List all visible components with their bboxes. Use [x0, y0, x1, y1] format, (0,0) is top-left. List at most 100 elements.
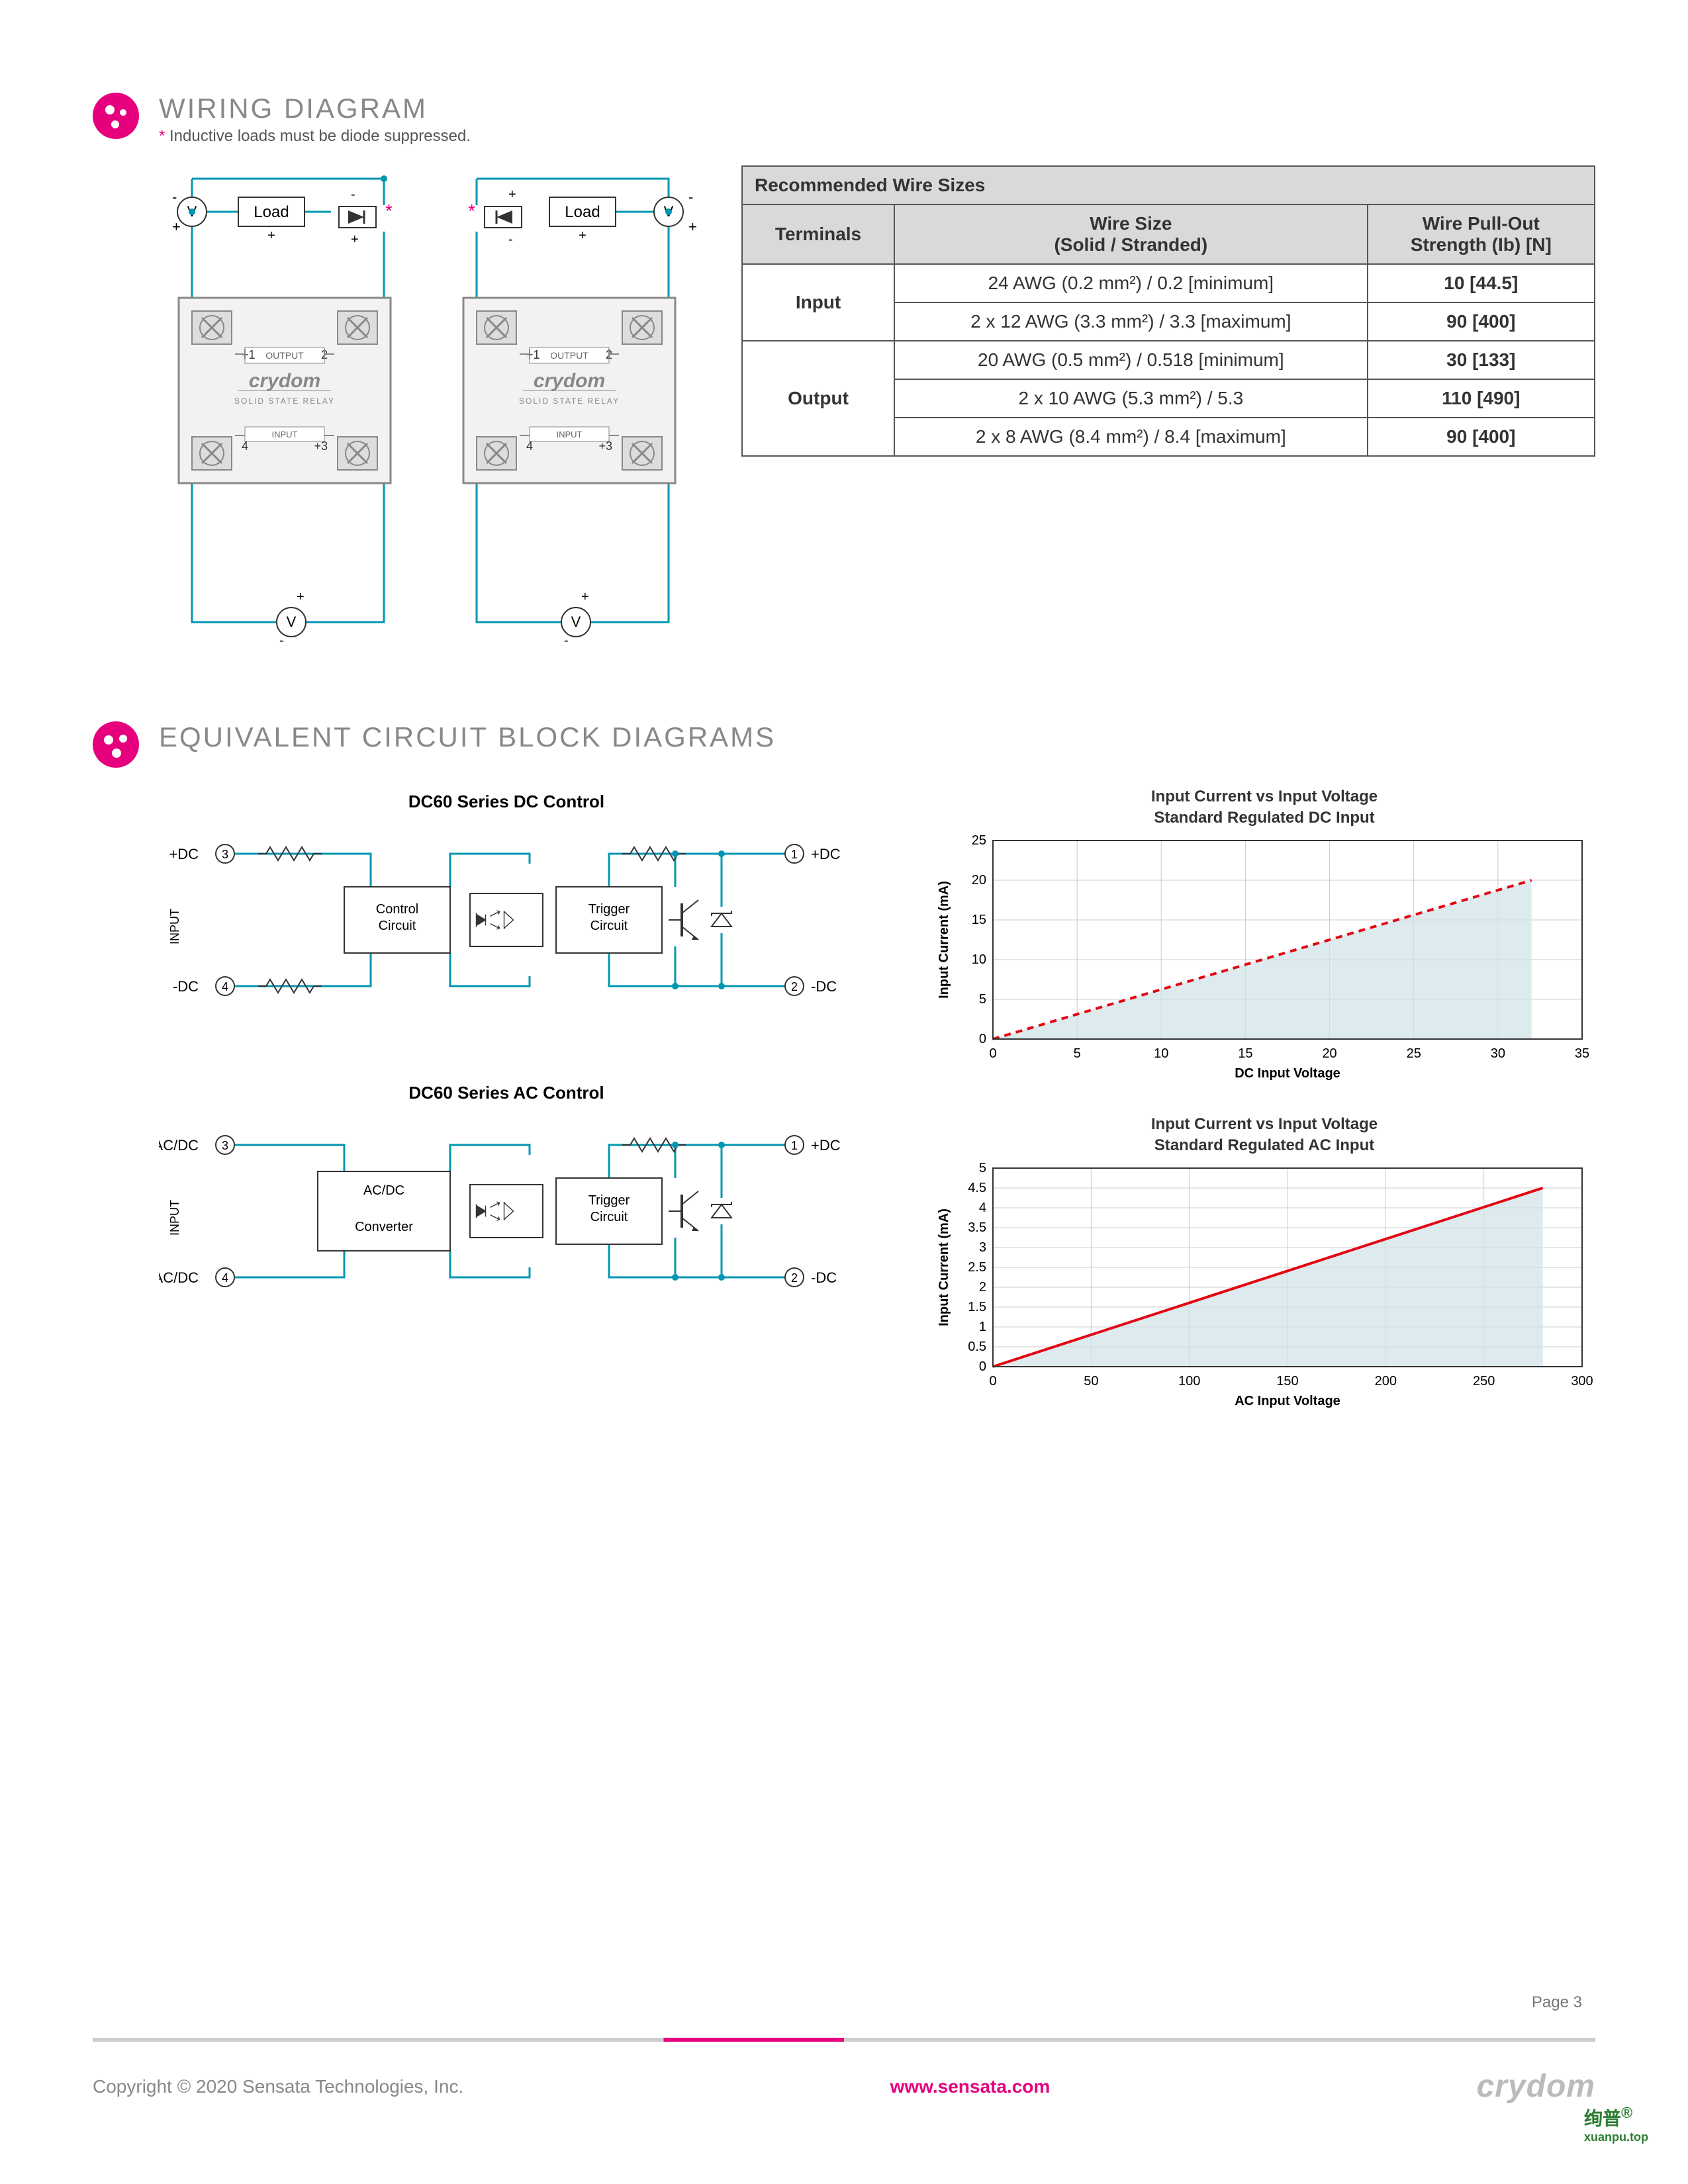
dots-icon: [93, 93, 139, 139]
section-title: EQUIVALENT CIRCUIT BLOCK DIAGRAMS: [159, 721, 776, 753]
svg-text:-: -: [279, 633, 284, 642]
svg-text:300: 300: [1571, 1374, 1593, 1388]
svg-text:5: 5: [1074, 1046, 1081, 1061]
svg-text:150: 150: [1276, 1374, 1298, 1388]
svg-text:2: 2: [791, 980, 798, 993]
svg-text:DC60 Series AC Control: DC60 Series AC Control: [408, 1083, 604, 1103]
svg-text:15: 15: [972, 913, 986, 927]
col-size: Wire Size(Solid / Stranded): [894, 205, 1368, 264]
svg-text:Input Current (mA): Input Current (mA): [937, 881, 951, 999]
svg-text:10: 10: [972, 952, 986, 967]
col-terminals: Terminals: [742, 205, 894, 264]
svg-text:1.5: 1.5: [968, 1300, 986, 1314]
svg-text:Load: Load: [254, 203, 289, 221]
svg-text:Control: Control: [376, 902, 418, 917]
svg-text:-: -: [508, 232, 513, 247]
svg-text:4: 4: [222, 980, 228, 993]
svg-text:3: 3: [222, 1139, 228, 1152]
svg-text:1: 1: [979, 1320, 986, 1334]
wire-size-table: Recommended Wire Sizes Terminals Wire Si…: [741, 165, 1595, 457]
svg-text:4: 4: [222, 1271, 228, 1285]
svg-text:+: +: [688, 218, 697, 235]
svg-text:AC/DC: AC/DC: [159, 1269, 199, 1286]
svg-text:DC Input Voltage: DC Input Voltage: [1235, 1066, 1340, 1081]
svg-text:3.5: 3.5: [968, 1220, 986, 1235]
svg-text:+DC: +DC: [811, 846, 841, 862]
svg-text:0: 0: [989, 1374, 996, 1388]
svg-text:20: 20: [1322, 1046, 1336, 1061]
copyright: Copyright © 2020 Sensata Technologies, I…: [93, 2076, 463, 2097]
col-pullout: Wire Pull-OutStrength (Ib) [N]: [1368, 205, 1595, 264]
section-header-circuit: EQUIVALENT CIRCUIT BLOCK DIAGRAMS: [93, 721, 1595, 768]
watermark: 绚普® xuanpu.top: [1584, 2104, 1648, 2144]
wiring-diagram: OUTPUT crydom SOLID STATE RELAY INPUT +1…: [159, 165, 702, 642]
circuit-block-diagrams: DC60 Series DC Control 3 +DC 4 -DC 1 +DC: [159, 788, 854, 1383]
svg-text:30: 30: [1491, 1046, 1505, 1061]
svg-text:+: +: [581, 590, 589, 604]
svg-text:+: +: [172, 218, 181, 235]
svg-text:Trigger: Trigger: [588, 1193, 630, 1208]
svg-text:15: 15: [1238, 1046, 1252, 1061]
svg-text:-: -: [351, 187, 355, 202]
svg-text:1: 1: [791, 848, 798, 861]
table-row: Input 24 AWG (0.2 mm²) / 0.2 [minimum] 1…: [742, 264, 1595, 302]
svg-text:0: 0: [979, 1359, 986, 1374]
svg-text:5: 5: [979, 992, 986, 1007]
table-title: Recommended Wire Sizes: [742, 166, 1595, 205]
table-row: Output 20 AWG (0.5 mm²) / 0.518 [minimum…: [742, 341, 1595, 379]
svg-text:0: 0: [979, 1032, 986, 1046]
svg-text:-DC: -DC: [811, 978, 837, 995]
svg-text:+: +: [297, 590, 305, 604]
svg-text:INPUT: INPUT: [168, 909, 181, 944]
svg-text:100: 100: [1178, 1374, 1200, 1388]
svg-text:+: +: [267, 228, 275, 243]
svg-text:35: 35: [1575, 1046, 1589, 1061]
chart-ac: Input Current vs Input Voltage Standard …: [933, 1115, 1595, 1416]
chart-dc: Input Current vs Input Voltage Standard …: [933, 788, 1595, 1089]
svg-text:Converter: Converter: [355, 1220, 413, 1234]
svg-text:Circuit: Circuit: [590, 919, 628, 933]
page-footer: Copyright © 2020 Sensata Technologies, I…: [0, 2038, 1688, 2105]
svg-text:Circuit: Circuit: [379, 919, 416, 933]
svg-text:+: +: [351, 232, 359, 247]
footer-url[interactable]: www.sensata.com: [890, 2076, 1051, 2097]
brand-logo: crydom: [1477, 2068, 1595, 2105]
svg-text:Load: Load: [565, 203, 600, 221]
svg-text:2.5: 2.5: [968, 1260, 986, 1275]
svg-text:0: 0: [989, 1046, 996, 1061]
svg-text:Input Current (mA): Input Current (mA): [937, 1208, 951, 1326]
svg-text:-: -: [172, 189, 177, 205]
dots-icon: [93, 721, 139, 768]
section-subtitle: * Inductive loads must be diode suppress…: [159, 127, 471, 146]
svg-text:3: 3: [979, 1240, 986, 1255]
svg-text:25: 25: [972, 834, 986, 848]
svg-text:0.5: 0.5: [968, 1340, 986, 1354]
svg-text:4.5: 4.5: [968, 1181, 986, 1195]
svg-text:DC60 Series DC Control: DC60 Series DC Control: [408, 792, 604, 811]
svg-text:AC/DC: AC/DC: [159, 1137, 199, 1154]
svg-text:INPUT: INPUT: [168, 1200, 181, 1236]
svg-text:Circuit: Circuit: [590, 1210, 628, 1224]
svg-text:-: -: [564, 633, 569, 642]
svg-text:2: 2: [791, 1271, 798, 1285]
svg-text:3: 3: [222, 848, 228, 861]
section-title: WIRING DIAGRAM: [159, 93, 471, 124]
svg-text:5: 5: [979, 1161, 986, 1175]
svg-text:+: +: [508, 187, 516, 202]
svg-text:10: 10: [1154, 1046, 1168, 1061]
svg-text:+DC: +DC: [811, 1137, 841, 1154]
section-header-wiring: WIRING DIAGRAM * Inductive loads must be…: [93, 93, 1595, 146]
svg-text:2: 2: [979, 1280, 986, 1295]
svg-text:*: *: [385, 201, 393, 221]
svg-text:50: 50: [1084, 1374, 1098, 1388]
page-number: Page 3: [1532, 1993, 1582, 2012]
svg-text:1: 1: [791, 1139, 798, 1152]
svg-text:+: +: [579, 228, 586, 243]
svg-text:*: *: [468, 201, 475, 221]
svg-text:4: 4: [979, 1201, 986, 1215]
svg-text:-DC: -DC: [173, 978, 199, 995]
svg-text:20: 20: [972, 873, 986, 887]
svg-text:250: 250: [1473, 1374, 1495, 1388]
svg-text:AC Input Voltage: AC Input Voltage: [1235, 1394, 1340, 1408]
svg-text:200: 200: [1375, 1374, 1397, 1388]
